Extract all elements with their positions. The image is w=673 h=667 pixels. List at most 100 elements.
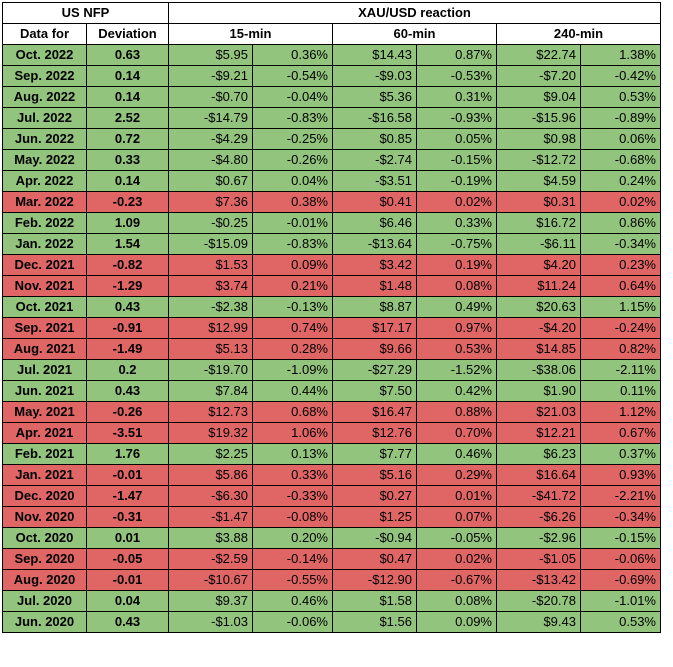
cell-240min-percent: -0.68% [580,149,661,171]
table-row: Apr. 2022 0.14 $0.67 0.04% -$3.51 -0.19% $4.59… [2,170,661,192]
cell-240min-percent: 0.02% [580,191,661,213]
cell-date: Jun. 2022 [2,128,87,150]
cell-60min-dollar: $7.50 [332,380,417,402]
cell-15min-dollar: $3.88 [168,527,253,549]
table-row: Dec. 2021 -0.82 $1.53 0.09% $3.42 0.19% $4.20 0… [2,254,661,276]
cell-deviation: 1.54 [86,233,169,255]
cell-240min-percent: -0.34% [580,506,661,528]
cell-240min-percent: 0.86% [580,212,661,234]
table-row: Sep. 2020 -0.05 -$2.59 -0.14% $0.47 0.02% -$1.… [2,548,661,570]
cell-deviation: -0.05 [86,548,169,570]
cell-60min-dollar: $8.87 [332,296,417,318]
cell-15min-percent: 0.21% [252,275,333,297]
cell-deviation: -0.01 [86,569,169,591]
cell-deviation: -1.49 [86,338,169,360]
cell-deviation: 2.52 [86,107,169,129]
cell-240min-dollar: $6.23 [496,443,581,465]
cell-240min-percent: -0.15% [580,527,661,549]
cell-240min-dollar: -$4.20 [496,317,581,339]
cell-60min-dollar: $3.42 [332,254,417,276]
cell-date: Dec. 2021 [2,254,87,276]
cell-deviation: -0.01 [86,464,169,486]
cell-60min-dollar: $12.76 [332,422,417,444]
cell-240min-dollar: $9.04 [496,86,581,108]
cell-60min-dollar: -$13.64 [332,233,417,255]
cell-60min-dollar: -$0.94 [332,527,417,549]
cell-60min-percent: 0.02% [416,191,497,213]
table-row: Oct. 2022 0.63 $5.95 0.36% $14.43 0.87% $22.74… [2,44,661,66]
cell-15min-dollar: -$6.30 [168,485,253,507]
cell-60min-percent: 0.70% [416,422,497,444]
cell-240min-percent: 0.11% [580,380,661,402]
cell-240min-percent: -0.24% [580,317,661,339]
cell-240min-dollar: -$38.06 [496,359,581,381]
cell-date: Nov. 2021 [2,275,87,297]
cell-deviation: 0.33 [86,149,169,171]
cell-60min-percent: 0.07% [416,506,497,528]
header-deviation: Deviation [86,23,169,45]
cell-60min-percent: 0.08% [416,275,497,297]
cell-15min-percent: 0.74% [252,317,333,339]
header-column-row: Data for Deviation 15-min 60-min 240-min [2,23,661,45]
cell-15min-dollar: $1.53 [168,254,253,276]
cell-240min-dollar: $1.90 [496,380,581,402]
cell-15min-percent: -0.13% [252,296,333,318]
cell-date: Aug. 2020 [2,569,87,591]
cell-deviation: 0.43 [86,296,169,318]
cell-60min-dollar: $14.43 [332,44,417,66]
cell-60min-dollar: -$16.58 [332,107,417,129]
cell-15min-dollar: $7.36 [168,191,253,213]
cell-60min-percent: -0.05% [416,527,497,549]
cell-deviation: 0.63 [86,44,169,66]
table-row: Jul. 2020 0.04 $9.37 0.46% $1.58 0.08% -$20.78… [2,590,661,612]
table-row: Aug. 2022 0.14 -$0.70 -0.04% $5.36 0.31% $9.04… [2,86,661,108]
header-240-min: 240-min [496,23,661,45]
cell-deviation: 0.43 [86,380,169,402]
cell-60min-dollar: $1.58 [332,590,417,612]
cell-60min-percent: 0.09% [416,611,497,633]
cell-240min-dollar: $0.98 [496,128,581,150]
table-row: May. 2021 -0.26 $12.73 0.68% $16.47 0.88% $21.… [2,401,661,423]
cell-date: Dec. 2020 [2,485,87,507]
cell-date: Oct. 2020 [2,527,87,549]
cell-15min-dollar: $19.32 [168,422,253,444]
cell-60min-dollar: $1.48 [332,275,417,297]
cell-240min-percent: 0.24% [580,170,661,192]
cell-240min-dollar: $16.64 [496,464,581,486]
cell-15min-dollar: -$4.29 [168,128,253,150]
table-row: Sep. 2021 -0.91 $12.99 0.74% $17.17 0.97% -$4.… [2,317,661,339]
cell-15min-dollar: -$19.70 [168,359,253,381]
cell-15min-dollar: -$0.25 [168,212,253,234]
cell-15min-percent: -0.14% [252,548,333,570]
table-row: Jun. 2020 0.43 -$1.03 -0.06% $1.56 0.09% $9.43… [2,611,661,633]
cell-15min-percent: 1.06% [252,422,333,444]
cell-240min-dollar: $11.24 [496,275,581,297]
header-us-nfp: US NFP [2,2,169,24]
cell-15min-percent: -0.25% [252,128,333,150]
cell-240min-percent: -0.42% [580,65,661,87]
cell-60min-percent: 0.08% [416,590,497,612]
cell-15min-percent: 0.09% [252,254,333,276]
cell-15min-percent: -0.06% [252,611,333,633]
cell-15min-dollar: $12.99 [168,317,253,339]
cell-date: Apr. 2022 [2,170,87,192]
cell-15min-dollar: -$15.09 [168,233,253,255]
table-row: Aug. 2021 -1.49 $5.13 0.28% $9.66 0.53% $14.85… [2,338,661,360]
cell-240min-percent: 0.53% [580,86,661,108]
cell-15min-percent: 0.20% [252,527,333,549]
cell-date: Oct. 2022 [2,44,87,66]
cell-60min-dollar: -$12.90 [332,569,417,591]
cell-15min-percent: -0.01% [252,212,333,234]
table-row: Jun. 2021 0.43 $7.84 0.44% $7.50 0.42% $1.90 0.… [2,380,661,402]
header-60-min: 60-min [332,23,497,45]
cell-60min-percent: 0.33% [416,212,497,234]
cell-deviation: 0.43 [86,611,169,633]
cell-15min-percent: 0.68% [252,401,333,423]
table-row: May. 2022 0.33 -$4.80 -0.26% -$2.74 -0.15% -$1… [2,149,661,171]
cell-15min-dollar: $7.84 [168,380,253,402]
cell-60min-dollar: -$3.51 [332,170,417,192]
cell-240min-percent: -1.01% [580,590,661,612]
header-group-row: US NFP XAU/USD reaction [2,2,661,24]
cell-60min-percent: 0.31% [416,86,497,108]
cell-date: Aug. 2022 [2,86,87,108]
